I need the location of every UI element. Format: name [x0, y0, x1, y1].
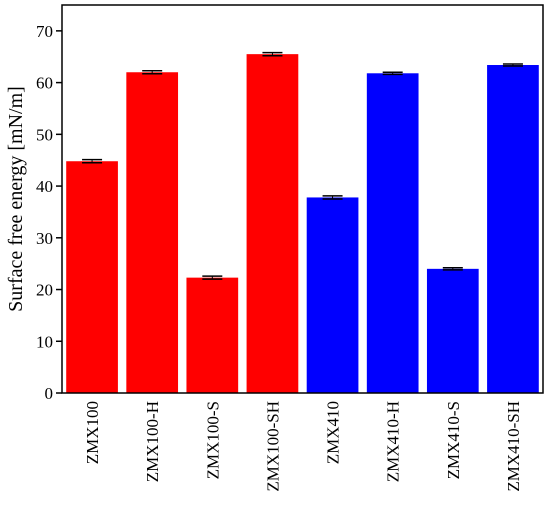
x-tick-label: ZMX100-H: [143, 401, 162, 482]
y-tick-label: 0: [45, 384, 54, 403]
y-tick-label: 20: [36, 281, 53, 300]
x-tick-label: ZMX410-SH: [504, 401, 523, 492]
y-tick-label: 50: [36, 125, 53, 144]
x-tick-label: ZMX410: [324, 401, 343, 464]
bar: [246, 54, 299, 393]
y-tick-label: 40: [36, 177, 53, 196]
y-tick-label: 30: [36, 229, 53, 248]
bar: [186, 277, 239, 393]
x-tick-label: ZMX100-SH: [263, 401, 282, 492]
y-axis-label: Surface free energy [mN/m]: [5, 86, 27, 312]
x-tick-label: ZMX410-H: [384, 401, 403, 482]
y-tick-label: 10: [36, 332, 53, 351]
x-tick-label: ZMX100-S: [203, 401, 222, 479]
bar: [487, 65, 539, 393]
y-tick-label: 60: [36, 74, 53, 93]
y-tick-label: 70: [36, 22, 53, 41]
bar: [366, 73, 419, 394]
bar: [66, 161, 118, 393]
bar: [126, 72, 179, 394]
x-tick-label: ZMX410-S: [444, 401, 463, 479]
bar: [306, 197, 359, 393]
plot-frame: [61, 4, 544, 394]
x-tick-label: ZMX100: [83, 401, 102, 464]
bar: [426, 268, 479, 393]
